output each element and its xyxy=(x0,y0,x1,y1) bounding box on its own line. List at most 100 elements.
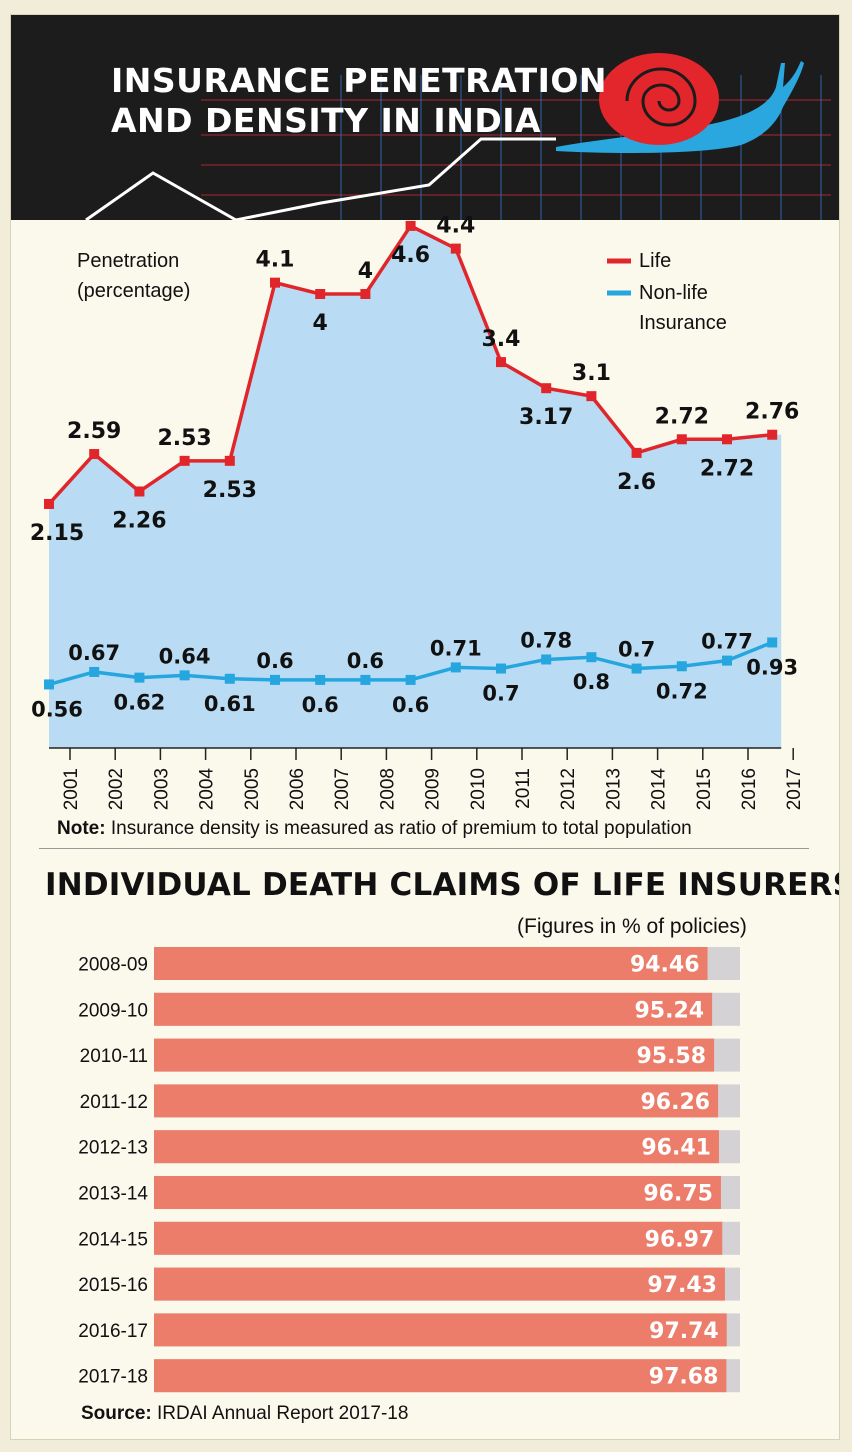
note-text: Insurance density is measured as ratio o… xyxy=(110,818,692,839)
chart-note: Note: Insurance density is measured as r… xyxy=(57,818,692,840)
life-point-2014 xyxy=(631,447,642,458)
source-text: IRDAI Annual Report 2017-18 xyxy=(157,1403,409,1424)
bar-category-label-2014-15: 2014-15 xyxy=(78,1229,148,1250)
nonlife-point-2013 xyxy=(586,652,597,663)
bar-value-label-2015-16: 97.43 xyxy=(647,1273,717,1298)
x-tick-label-2002: 2002 xyxy=(106,768,127,810)
life-point-2007 xyxy=(315,289,326,299)
bar-category-label-2012-13: 2012-13 xyxy=(78,1138,148,1159)
x-tick-label-2010: 2010 xyxy=(468,768,489,810)
bar-value-label-2012-13: 96.41 xyxy=(641,1136,711,1161)
nonlife-point-2015 xyxy=(676,661,687,672)
life-point-2001 xyxy=(44,498,54,509)
bar-2011-12 xyxy=(154,1084,719,1118)
x-tick-label-2015: 2015 xyxy=(694,768,715,810)
life-point-2006 xyxy=(270,277,280,288)
x-tick-label-2007: 2007 xyxy=(332,768,353,810)
x-tick-label-2004: 2004 xyxy=(197,768,218,811)
legend-nonlife-label-line2: Insurance xyxy=(639,312,727,334)
life-point-2011 xyxy=(496,357,506,368)
nonlife-point-2001 xyxy=(44,679,54,690)
bar-category-label-2016-17: 2016-17 xyxy=(78,1321,148,1342)
nonlife-data-label-2017: 0.93 xyxy=(746,655,798,679)
x-tick-label-2008: 2008 xyxy=(377,768,398,810)
nonlife-point-2006 xyxy=(270,674,280,685)
nonlife-point-2012 xyxy=(541,654,552,665)
bar-category-label-2008-09: 2008-09 xyxy=(78,955,148,976)
nonlife-data-label-2007: 0.6 xyxy=(302,693,339,717)
nonlife-point-2007 xyxy=(315,674,326,685)
bar-category-label-2013-14: 2013-14 xyxy=(78,1184,148,1205)
nonlife-data-label-2016: 0.77 xyxy=(701,630,753,654)
x-tick-label-2006: 2006 xyxy=(287,768,308,810)
nonlife-data-label-2002: 0.67 xyxy=(68,641,120,665)
page-title-line2: AND DENSITY IN INDIA xyxy=(111,101,542,140)
note-label: Note: xyxy=(57,818,106,839)
y-axis-label-line1: Penetration xyxy=(77,250,179,272)
life-data-label-2016: 2.72 xyxy=(700,456,754,481)
x-tick-label-2011: 2011 xyxy=(513,768,534,809)
life-point-2004 xyxy=(179,455,190,466)
life-point-2009 xyxy=(405,220,416,231)
life-data-label-2002: 2.59 xyxy=(67,419,121,444)
bar-value-label-2017-18: 97.68 xyxy=(649,1365,719,1390)
life-point-2012 xyxy=(541,383,552,394)
nonlife-data-label-2013: 0.8 xyxy=(573,670,610,694)
y-axis-label-line2: (percentage) xyxy=(77,280,190,302)
nonlife-data-label-2006: 0.6 xyxy=(256,649,293,673)
bar-value-label-2010-11: 95.58 xyxy=(637,1044,707,1069)
x-tick-label-2001: 2001 xyxy=(61,768,82,810)
life-area-fill xyxy=(49,225,782,748)
legend-nonlife-label-line1: Non-life xyxy=(639,282,708,304)
life-data-label-2015: 2.72 xyxy=(655,404,709,429)
nonlife-data-label-2001: 0.56 xyxy=(31,697,83,721)
life-data-label-2003: 2.26 xyxy=(112,508,166,533)
life-point-2015 xyxy=(676,434,687,445)
x-tick-label-2014: 2014 xyxy=(649,768,670,811)
bar-2016-17 xyxy=(154,1313,727,1347)
bar-2008-09 xyxy=(154,947,708,980)
bar-2015-16 xyxy=(154,1267,725,1301)
nonlife-data-label-2010: 0.71 xyxy=(430,636,482,660)
life-point-2017 xyxy=(767,429,778,440)
bar-value-label-2011-12: 96.26 xyxy=(640,1090,710,1115)
x-tick-label-2016: 2016 xyxy=(739,768,760,810)
bar-2017-18 xyxy=(154,1359,727,1393)
life-data-label-2010: 4.4 xyxy=(436,214,475,239)
bar-category-label-2011-12: 2011-12 xyxy=(80,1092,148,1113)
source-note: Source: IRDAI Annual Report 2017-18 xyxy=(81,1403,408,1425)
life-data-label-2013: 3.1 xyxy=(572,361,611,386)
infographic-frame: INSURANCE PENETRATION AND DENSITY IN IND… xyxy=(10,14,840,1440)
nonlife-point-2003 xyxy=(134,672,145,683)
penetration-line-chart: Penetration (percentage) Life Non-life Insur… xyxy=(30,214,805,811)
death-claims-bar-chart: 2008-09 94.46 2009-10 95.24 2010-11 95.58 2011… xyxy=(78,947,740,1393)
x-tick-label-2003: 2003 xyxy=(151,768,172,810)
nonlife-point-2016 xyxy=(722,655,732,666)
life-point-2003 xyxy=(134,486,145,497)
life-point-2016 xyxy=(722,434,732,445)
life-data-label-2017: 2.76 xyxy=(745,400,799,425)
life-point-2013 xyxy=(586,391,597,402)
nonlife-data-label-2003: 0.62 xyxy=(113,691,165,715)
nonlife-point-2014 xyxy=(631,663,642,674)
life-data-label-2001: 2.15 xyxy=(30,521,84,546)
nonlife-point-2010 xyxy=(450,662,461,673)
x-tick-label-2013: 2013 xyxy=(603,768,624,810)
bar-value-label-2013-14: 96.75 xyxy=(643,1182,713,1207)
page-title: INSURANCE PENETRATION AND DENSITY IN IND… xyxy=(111,61,607,141)
nonlife-point-2017 xyxy=(767,637,778,648)
bar-2013-14 xyxy=(154,1176,721,1209)
life-data-label-2009: 4.6 xyxy=(391,243,430,268)
life-point-2005 xyxy=(224,455,235,466)
nonlife-data-label-2012: 0.78 xyxy=(520,628,572,652)
claims-chart-unit: (Figures in % of policies) xyxy=(517,915,747,938)
section-divider xyxy=(39,848,809,849)
nonlife-data-label-2008: 0.6 xyxy=(347,649,384,673)
bar-category-label-2009-10: 2009-10 xyxy=(78,1000,148,1021)
nonlife-point-2004 xyxy=(179,670,190,681)
nonlife-point-2009 xyxy=(405,674,416,685)
header-banner: INSURANCE PENETRATION AND DENSITY IN IND… xyxy=(11,15,839,220)
life-data-label-2014: 2.6 xyxy=(617,470,656,495)
life-data-label-2012: 3.17 xyxy=(519,405,573,430)
